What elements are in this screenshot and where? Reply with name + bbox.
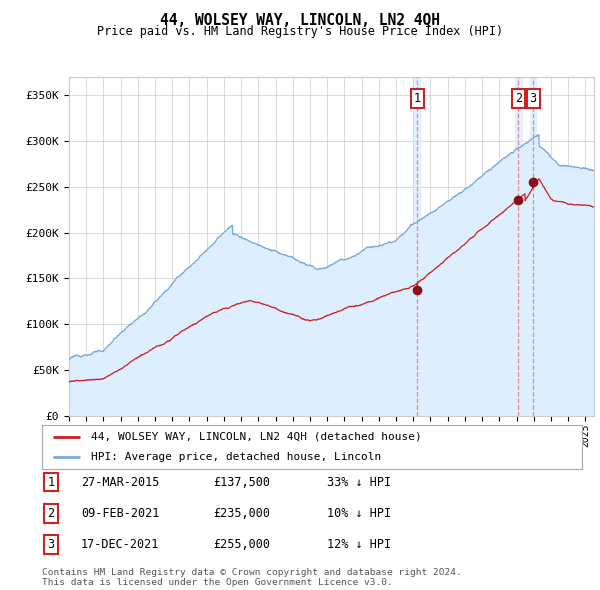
Text: 27-MAR-2015: 27-MAR-2015 bbox=[81, 476, 160, 489]
Text: 10% ↓ HPI: 10% ↓ HPI bbox=[327, 507, 391, 520]
Text: 44, WOLSEY WAY, LINCOLN, LN2 4QH (detached house): 44, WOLSEY WAY, LINCOLN, LN2 4QH (detach… bbox=[91, 432, 421, 442]
Text: 3: 3 bbox=[47, 538, 55, 551]
Text: 3: 3 bbox=[530, 92, 536, 105]
Bar bbox=[414, 77, 421, 416]
Text: £255,000: £255,000 bbox=[213, 538, 270, 551]
Text: 09-FEB-2021: 09-FEB-2021 bbox=[81, 507, 160, 520]
Text: £235,000: £235,000 bbox=[213, 507, 270, 520]
Text: 12% ↓ HPI: 12% ↓ HPI bbox=[327, 538, 391, 551]
Text: 33% ↓ HPI: 33% ↓ HPI bbox=[327, 476, 391, 489]
Text: £137,500: £137,500 bbox=[213, 476, 270, 489]
Text: 17-DEC-2021: 17-DEC-2021 bbox=[81, 538, 160, 551]
Text: 1: 1 bbox=[413, 92, 421, 105]
Text: 2: 2 bbox=[47, 507, 55, 520]
Text: HPI: Average price, detached house, Lincoln: HPI: Average price, detached house, Linc… bbox=[91, 452, 381, 462]
Bar bbox=[530, 77, 536, 416]
Text: Contains HM Land Registry data © Crown copyright and database right 2024.
This d: Contains HM Land Registry data © Crown c… bbox=[42, 568, 462, 587]
Text: 1: 1 bbox=[47, 476, 55, 489]
Text: 44, WOLSEY WAY, LINCOLN, LN2 4QH: 44, WOLSEY WAY, LINCOLN, LN2 4QH bbox=[160, 13, 440, 28]
Text: Price paid vs. HM Land Registry's House Price Index (HPI): Price paid vs. HM Land Registry's House … bbox=[97, 25, 503, 38]
Text: 2: 2 bbox=[515, 92, 522, 105]
Bar bbox=[515, 77, 521, 416]
